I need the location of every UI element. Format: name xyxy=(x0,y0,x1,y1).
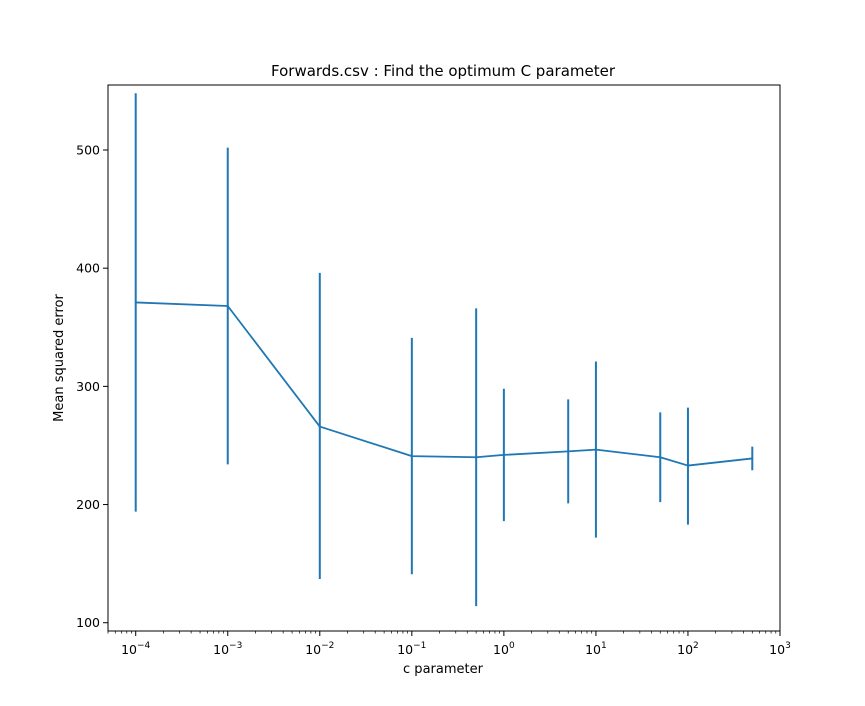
y-tick-label: 200 xyxy=(76,497,100,512)
data-point xyxy=(134,301,137,304)
x-tick-label-base: 10 xyxy=(121,642,137,657)
data-point xyxy=(502,453,505,456)
x-tick-label: 100 xyxy=(493,641,515,657)
x-tick-label-base: 10 xyxy=(677,642,693,657)
plot-area xyxy=(134,93,754,607)
x-tick-label-base: 10 xyxy=(213,642,229,657)
x-axis: 10−4 10−3 10−2 10−1 100 101 102 103 xyxy=(107,631,791,657)
y-tick-label: 500 xyxy=(76,143,100,158)
x-tick-label: 10−4 xyxy=(121,641,150,657)
x-tick-label-base: 10 xyxy=(397,642,413,657)
plot-frame xyxy=(107,84,781,632)
data-point xyxy=(594,448,597,451)
data-point xyxy=(410,455,413,458)
x-tick-label-exponent: −2 xyxy=(321,641,334,651)
y-tick-label: 100 xyxy=(76,615,100,630)
data-point xyxy=(751,457,754,460)
y-axis-label: Mean squared error xyxy=(52,294,67,422)
x-tick-label-base: 10 xyxy=(585,642,601,657)
data-point xyxy=(686,464,689,467)
y-tick-label: 300 xyxy=(76,379,100,394)
x-tick-label-exponent: 0 xyxy=(509,641,515,651)
data-point xyxy=(475,456,478,459)
x-tick-label: 101 xyxy=(585,641,607,657)
x-tick-label-base: 10 xyxy=(305,642,321,657)
x-tick-label: 10−2 xyxy=(305,641,334,657)
x-tick-label-base: 10 xyxy=(769,642,785,657)
x-tick-label-exponent: −1 xyxy=(413,641,426,651)
x-tick-label: 10−3 xyxy=(213,641,242,657)
x-tick-label-exponent: 2 xyxy=(693,641,699,651)
x-tick-label-exponent: 1 xyxy=(601,641,607,651)
data-point xyxy=(226,305,229,307)
x-tick-label-exponent: −4 xyxy=(137,641,151,651)
x-tick-label-base: 10 xyxy=(493,642,509,657)
y-axis: 100 200 300 400 500 xyxy=(76,143,108,630)
x-tick-label-exponent: 3 xyxy=(785,641,791,651)
chart-title: Forwards.csv : Find the optimum C parame… xyxy=(271,62,616,80)
x-tick-label: 102 xyxy=(677,641,699,657)
x-tick-label-exponent: −3 xyxy=(229,641,242,651)
data-point xyxy=(659,456,662,459)
x-tick-label: 103 xyxy=(769,641,791,657)
x-tick-label: 10−1 xyxy=(397,641,426,657)
data-point xyxy=(318,425,321,428)
y-tick-label: 400 xyxy=(76,261,100,276)
x-axis-label: c parameter xyxy=(403,662,484,677)
data-point xyxy=(567,450,570,453)
